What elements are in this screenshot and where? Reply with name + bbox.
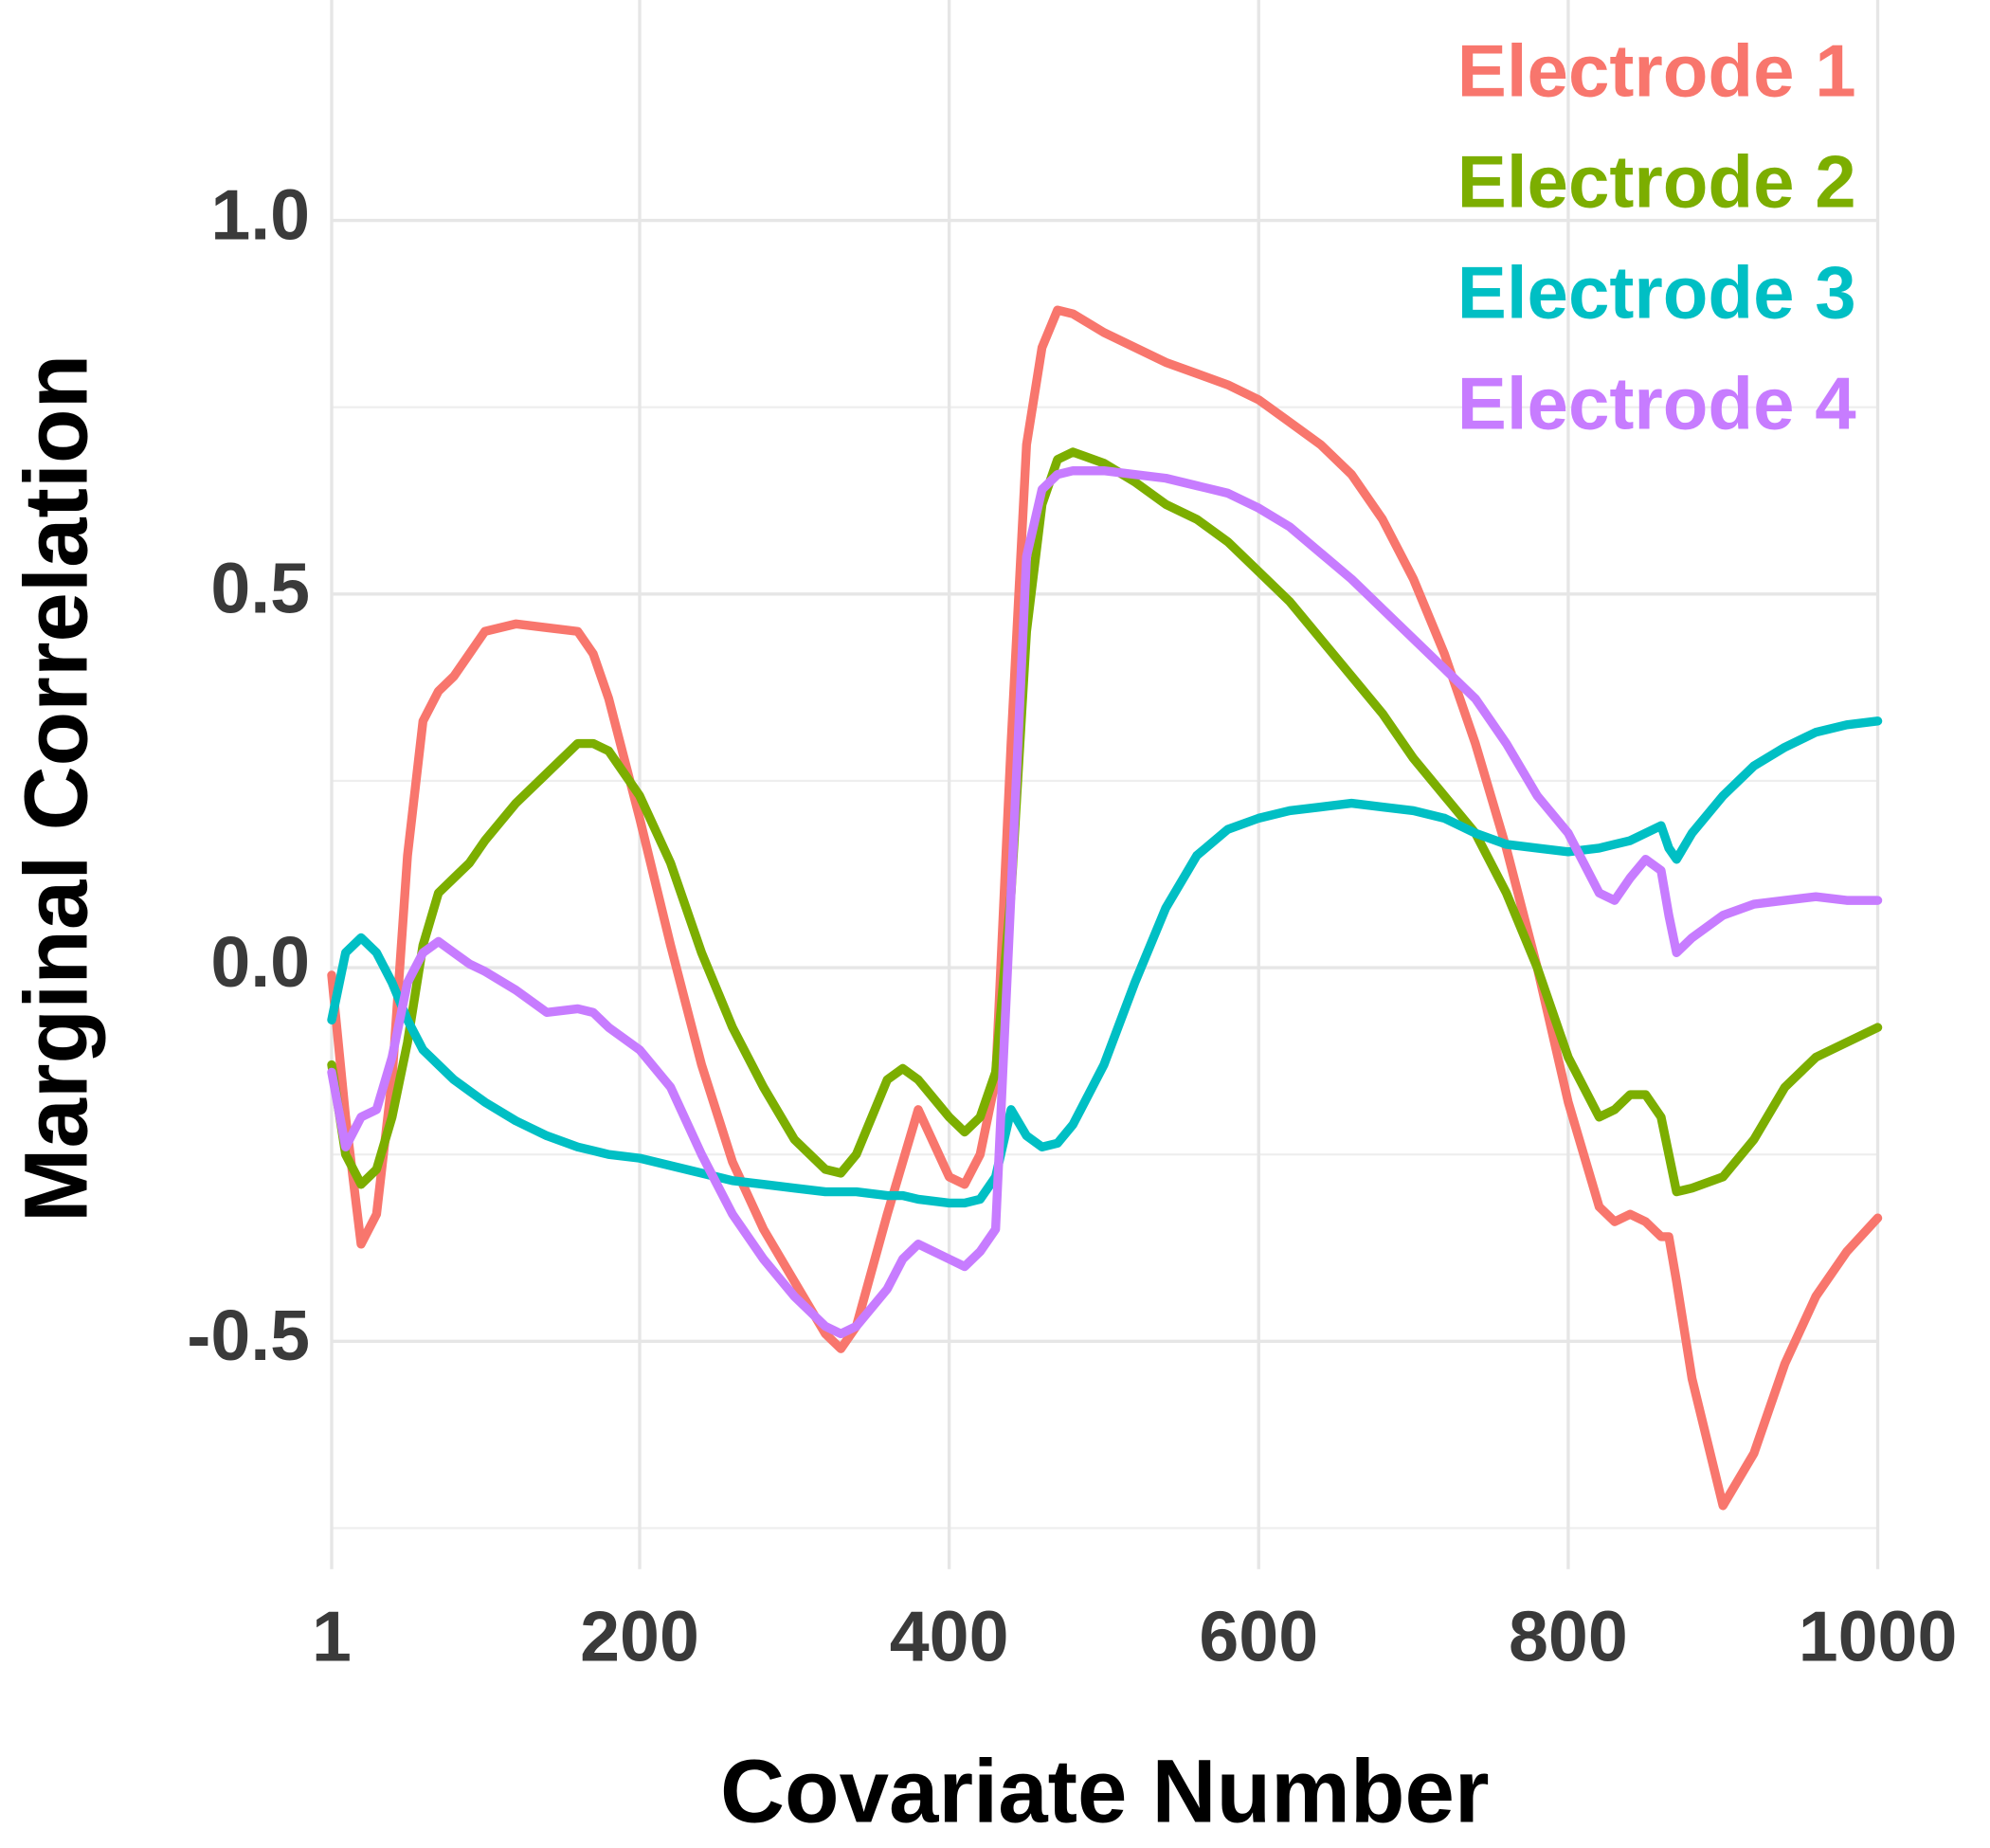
x-tick-label: 600	[1199, 1596, 1318, 1676]
x-tick-label: 1000	[1799, 1596, 1958, 1676]
x-tick-label: 800	[1509, 1596, 1628, 1676]
y-tick-label: 1.0	[210, 175, 310, 255]
data-line	[327, 716, 1883, 1208]
legend-entry: Electrode 3	[1457, 251, 1856, 335]
data-line	[327, 447, 1883, 1197]
legend-entry: Electrode 2	[1457, 140, 1856, 224]
x-tick-label: 400	[890, 1596, 1009, 1676]
y-tick-label: 0.0	[210, 922, 310, 1002]
x-tick-label: 1	[312, 1596, 352, 1676]
x-axis-title: Covariate Number	[720, 1741, 1490, 1840]
data-line	[327, 466, 1883, 1339]
legend-entry: Electrode 4	[1457, 362, 1856, 445]
data-line	[327, 305, 1883, 1511]
y-tick-label: 0.5	[210, 549, 310, 628]
y-tick-label: -0.5	[187, 1295, 310, 1375]
x-tick-label: 200	[580, 1596, 699, 1676]
y-axis-title: Marginal Correlation	[7, 354, 106, 1223]
legend-entry: Electrode 1	[1457, 28, 1856, 112]
